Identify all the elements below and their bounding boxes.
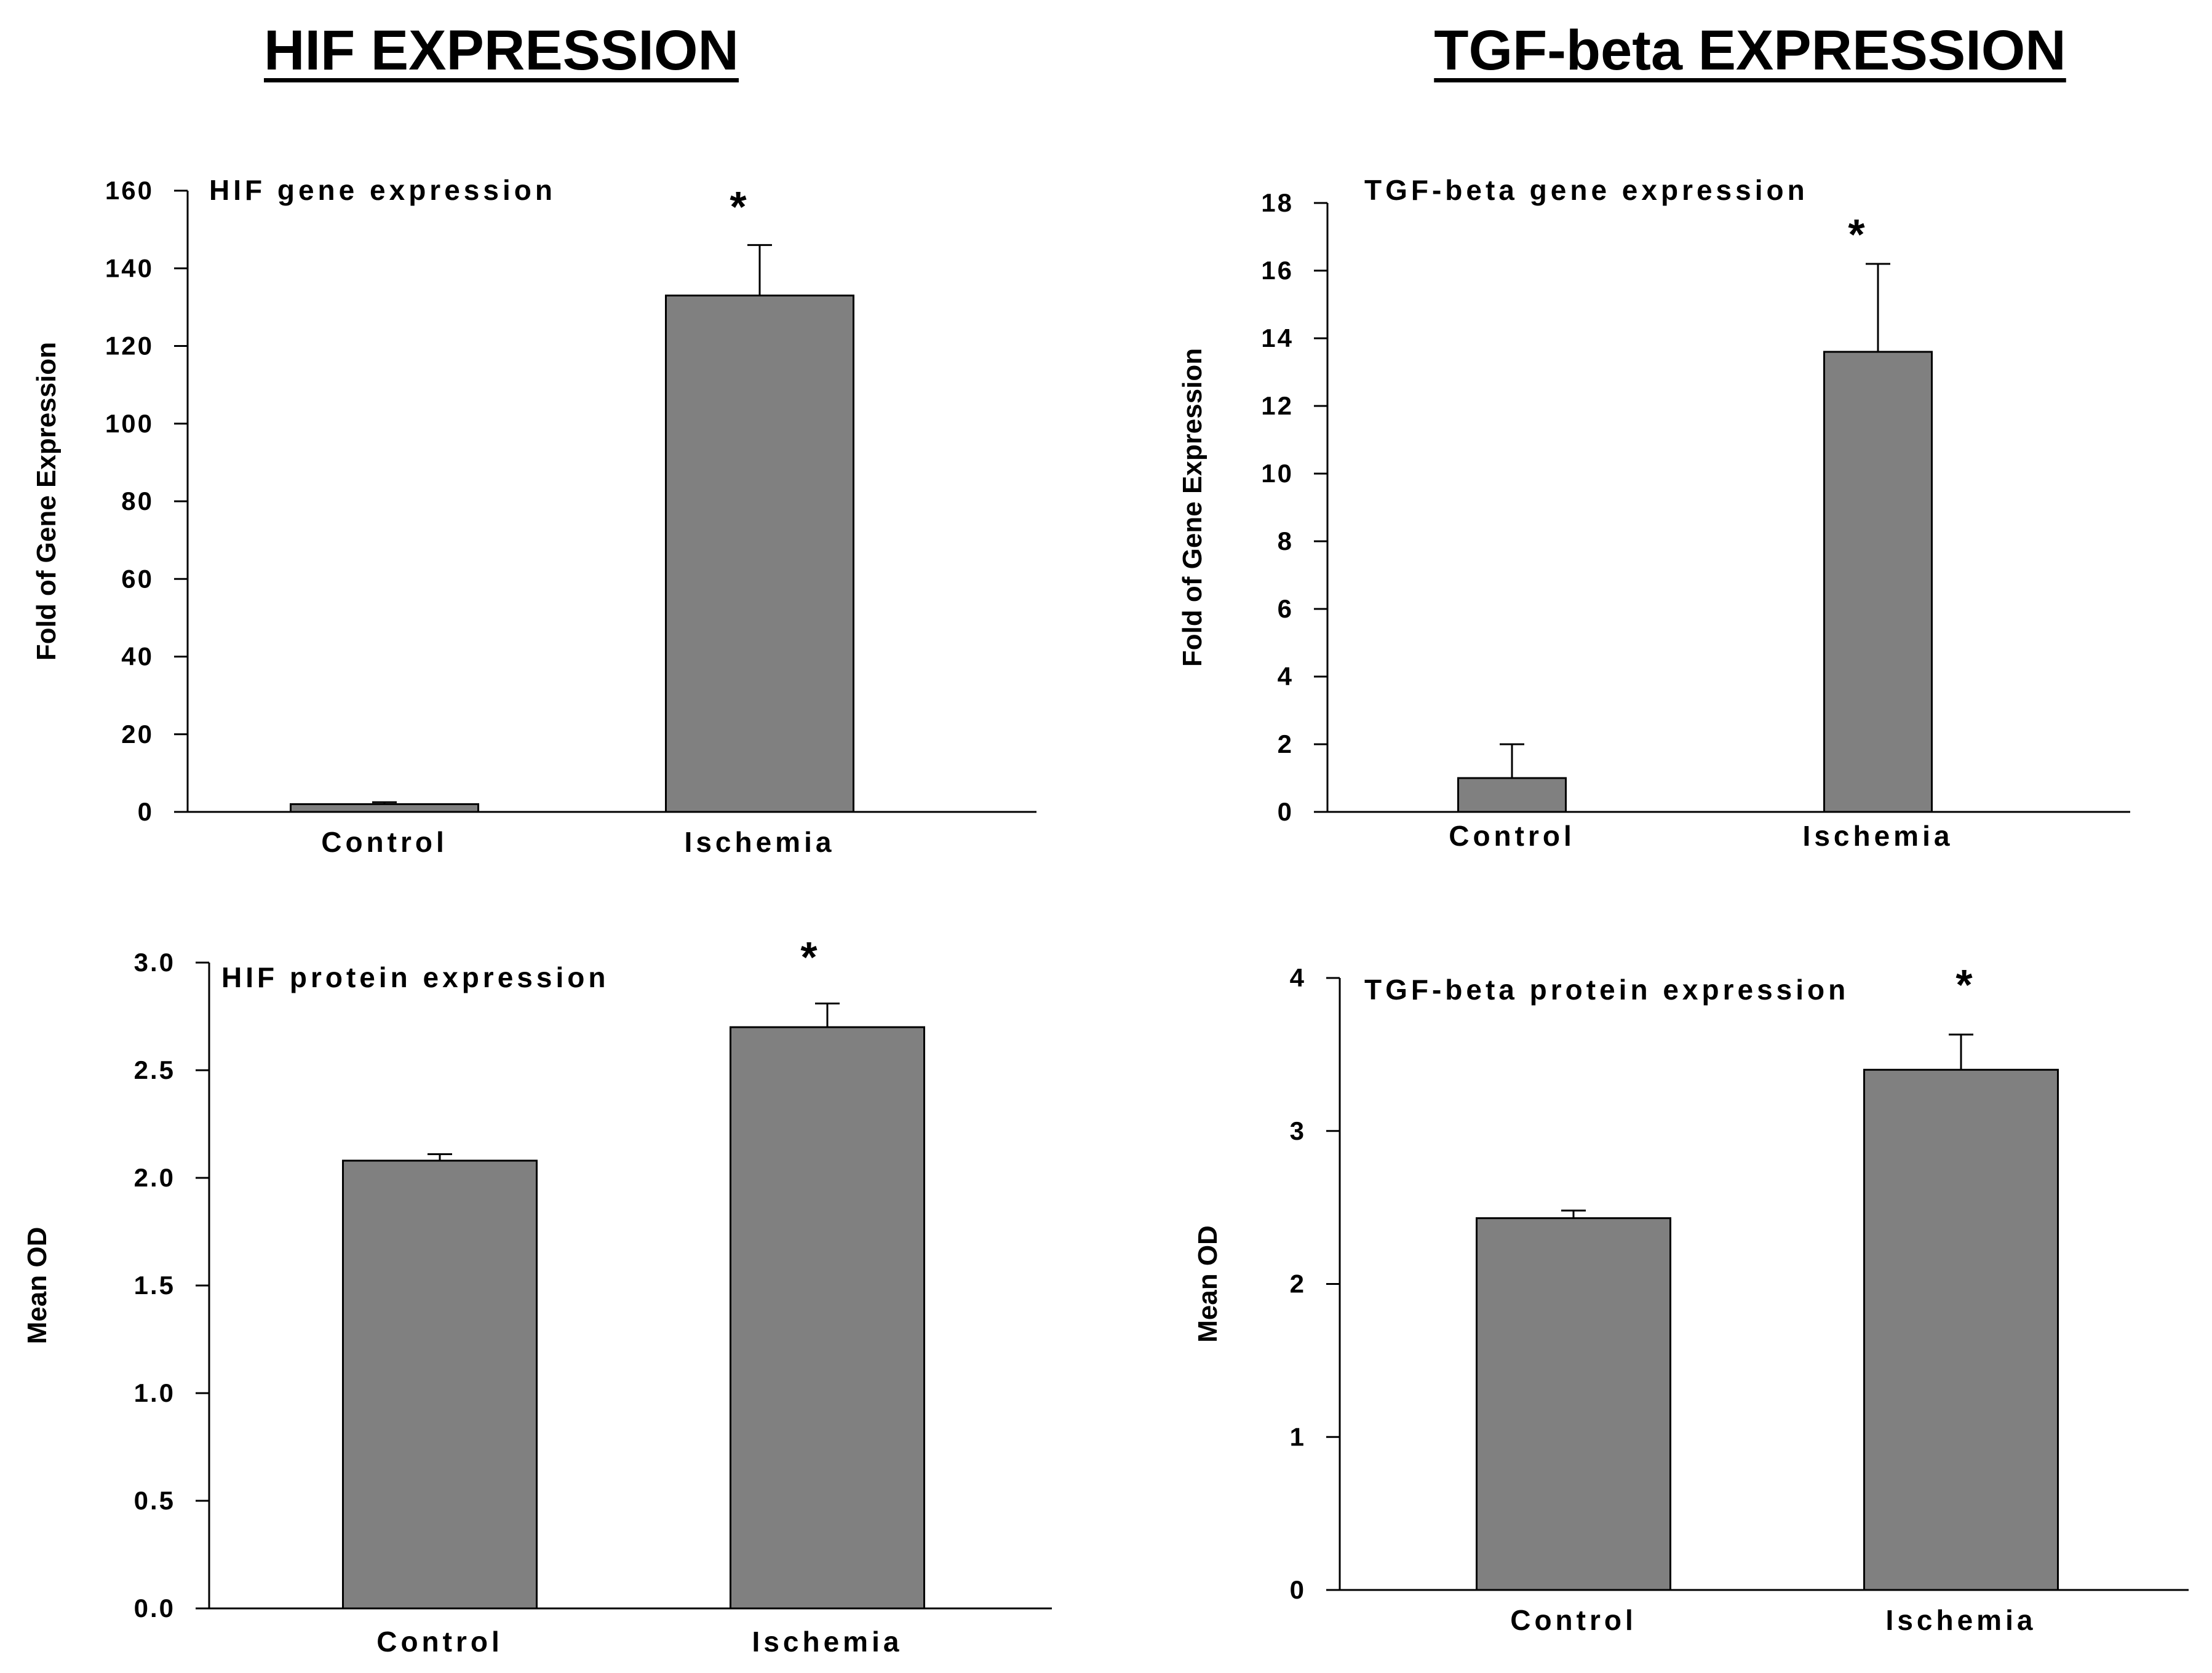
category-label: Ischemia bbox=[1886, 1604, 2037, 1636]
y-tick-label: 2.5 bbox=[134, 1055, 175, 1084]
category-label: Control bbox=[376, 1626, 503, 1658]
bar-ischemia bbox=[730, 1026, 925, 1610]
bar-control bbox=[1457, 777, 1567, 813]
y-tick-label: 3 bbox=[1290, 1116, 1306, 1145]
y-tick-label: 140 bbox=[105, 253, 154, 282]
y-tick-label: 4 bbox=[1290, 963, 1306, 992]
y-axis-label: Fold of Gene Expression bbox=[31, 342, 62, 661]
y-tick-label: 0 bbox=[138, 797, 154, 826]
significance-marker: * bbox=[730, 183, 747, 231]
hif-protein-expression-chart: 0.0 0.5 1.0 1.5 2.0 2.5 3.0 Control Ischemia * HIF… bbox=[22, 933, 1052, 1658]
bar-ischemia bbox=[1823, 351, 1933, 813]
y-tick-label: 1.5 bbox=[134, 1271, 175, 1300]
significance-marker: * bbox=[1955, 961, 1973, 1009]
y-tick-label: 14 bbox=[1261, 324, 1294, 352]
y-tick-label: 40 bbox=[121, 642, 154, 671]
bar-control bbox=[290, 803, 479, 813]
category-label: Ischemia bbox=[1803, 820, 1954, 852]
y-tick-label: 4 bbox=[1278, 662, 1294, 691]
y-tick-label: 0 bbox=[1290, 1575, 1306, 1604]
chart-title: TGF-beta protein expression bbox=[1364, 974, 1849, 1006]
tgf-beta-section-heading: TGF-beta EXPRESSION bbox=[1434, 19, 2066, 82]
chart-title: HIF protein expression bbox=[221, 961, 609, 993]
y-axis-label: Mean OD bbox=[1193, 1225, 1223, 1343]
category-label: Ischemia bbox=[752, 1626, 903, 1658]
y-tick-label: 6 bbox=[1278, 594, 1294, 623]
y-tick-label: 80 bbox=[121, 487, 154, 515]
y-tick-label: 8 bbox=[1278, 527, 1294, 555]
tgf-beta-protein-expression-chart: 0 1 2 3 4 Control Ischemia * TGF-beta protein ex… bbox=[1193, 961, 2189, 1636]
y-tick-label: 20 bbox=[121, 720, 154, 749]
hif-section-heading: HIF EXPRESSION bbox=[264, 19, 739, 82]
bar-ischemia bbox=[1863, 1068, 2059, 1591]
y-tick-label: 1 bbox=[1290, 1422, 1306, 1451]
y-tick-label: 100 bbox=[105, 409, 154, 438]
y-tick-label: 120 bbox=[105, 332, 154, 360]
y-tick-label: 2 bbox=[1278, 729, 1294, 758]
chart-title: HIF gene expression bbox=[209, 174, 556, 206]
y-tick-label: 0.0 bbox=[134, 1594, 175, 1623]
chart-title: TGF-beta gene expression bbox=[1364, 174, 1808, 206]
y-tick-label: 0 bbox=[1278, 797, 1294, 826]
y-tick-label: 10 bbox=[1261, 459, 1294, 488]
y-axis-label: Mean OD bbox=[22, 1227, 52, 1345]
y-tick-label: 160 bbox=[105, 176, 154, 205]
y-tick-label: 1.0 bbox=[134, 1378, 175, 1407]
category-label: Control bbox=[321, 826, 448, 858]
y-tick-label: 2.0 bbox=[134, 1163, 175, 1192]
bar-control bbox=[342, 1159, 538, 1610]
y-tick-label: 2 bbox=[1290, 1270, 1306, 1298]
y-axis-label: Fold of Gene Expression bbox=[1177, 348, 1207, 667]
y-tick-label: 16 bbox=[1261, 256, 1294, 285]
significance-marker: * bbox=[1848, 210, 1865, 258]
y-tick-label: 3.0 bbox=[134, 948, 175, 977]
category-label: Ischemia bbox=[685, 826, 835, 858]
hif-gene-expression-chart: 0 20 40 60 80 100 120 140 160 Control Ischemia * HIF… bbox=[31, 174, 1036, 858]
category-label: Control bbox=[1449, 820, 1575, 852]
significance-marker: * bbox=[800, 933, 818, 981]
y-tick-label: 12 bbox=[1261, 391, 1294, 420]
tgf-beta-gene-expression-chart: 0 2 4 6 8 10 12 14 16 18 Control Ischemia * TGF-beta … bbox=[1177, 174, 2130, 852]
y-tick-label: 18 bbox=[1261, 188, 1294, 217]
category-label: Control bbox=[1510, 1604, 1637, 1636]
bar-ischemia bbox=[665, 294, 854, 813]
y-tick-label: 60 bbox=[121, 564, 154, 593]
y-tick-label: 0.5 bbox=[134, 1486, 175, 1515]
bar-control bbox=[1476, 1217, 1671, 1591]
